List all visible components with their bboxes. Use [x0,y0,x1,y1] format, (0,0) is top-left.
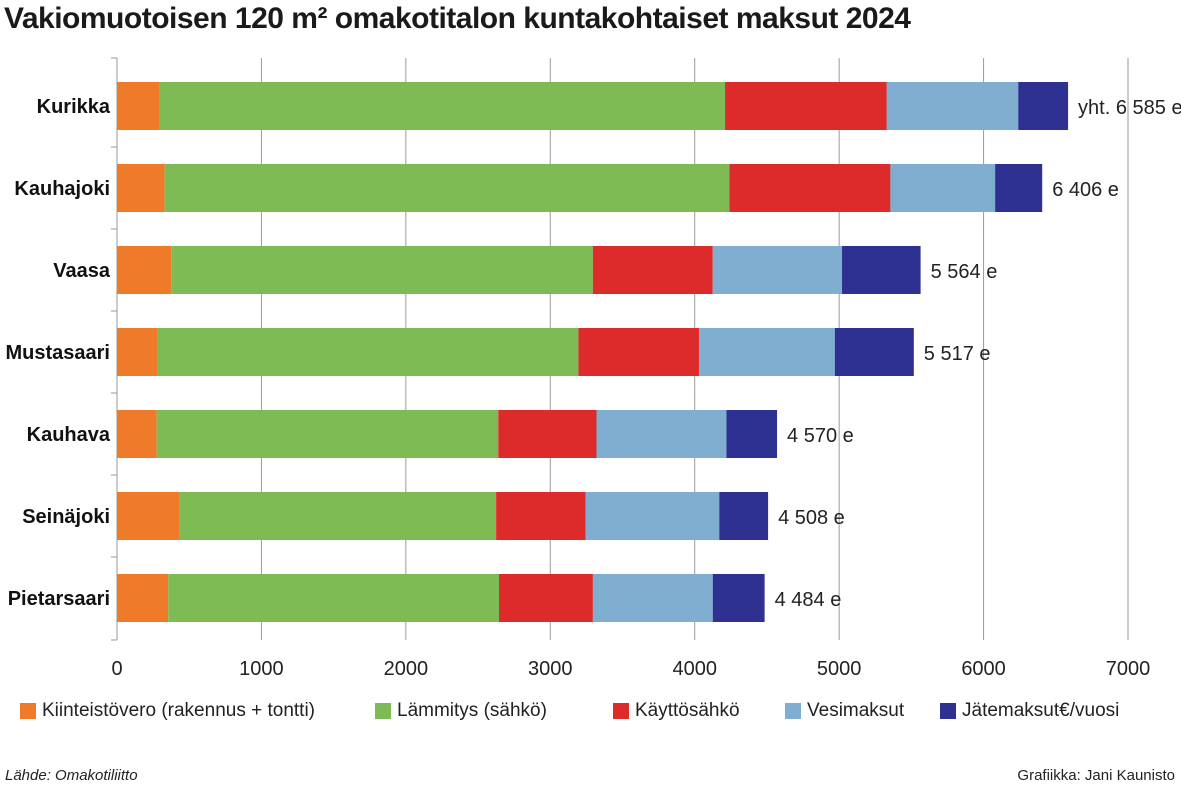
x-tick-label: 7000 [1106,658,1151,680]
category-label: Pietarsaari [8,588,110,610]
legend-label: Käyttösähkö [635,700,740,721]
bar-segment [592,574,713,622]
x-tick-label: 2000 [384,658,429,680]
graphics-credit: Grafiikka: Jani Kaunisto [1017,767,1175,784]
x-tick-label: 1000 [239,658,284,680]
bar-segment [1018,82,1069,130]
bar-segment [995,164,1043,212]
legend-swatch [20,703,36,719]
total-label: 4 484 e [775,589,842,611]
x-tick-label: 0 [111,658,122,680]
chart-title: Vakiomuotoisen 120 m² omakotitalon kunta… [4,2,911,35]
bar-segment [729,164,891,212]
category-label: Kauhava [27,424,111,446]
legend-item: Kiinteistövero (rakennus + tontti) [20,700,375,722]
bar-segment [179,492,497,540]
bar-segment [719,492,769,540]
bar-segment [585,492,720,540]
bar-segment [725,82,887,130]
total-label: 4 570 e [787,425,854,447]
total-label: 5 564 e [931,261,998,283]
bar-segment [712,574,765,622]
bar-segment [699,328,835,376]
bar-segment [117,574,169,622]
legend-label: Vesimaksut [807,700,905,721]
bar-segment [117,246,172,294]
legend-item: Käyttösähkö [613,700,785,722]
legend-swatch [785,703,801,719]
category-label: Vaasa [53,260,111,282]
category-label: Seinäjoki [22,506,110,528]
bar-segment [592,246,713,294]
legend-label: Jätemaksut€/vuosi [962,700,1120,721]
bar-segment [712,246,843,294]
legend-label: Kiinteistövero (rakennus + tontti) [42,700,315,721]
bar-segment [117,164,165,212]
bar-segment [890,164,996,212]
source-note: Lähde: Omakotiliitto [5,767,138,784]
legend-swatch [613,703,629,719]
bar-segment [498,410,597,458]
bar-segment [117,82,160,130]
bar-segment [834,328,914,376]
bar-segment [164,164,730,212]
total-label: 6 406 e [1052,179,1119,201]
category-label: Mustasaari [6,342,111,364]
legend-item: Jätemaksut€/vuosi [940,700,1160,722]
category-label: Kauhajoki [14,178,110,200]
x-tick-label: 4000 [672,658,717,680]
legend-swatch [375,703,391,719]
bar-segment [168,574,500,622]
legend: Kiinteistövero (rakennus + tontti) Lämmit… [20,700,1160,722]
bar-segment [726,410,778,458]
stacked-bar-chart: 0 1000 2000 3000 4000 5000 6000 7000 Kurikka yht.… [6,57,1181,680]
bar-segment [496,492,586,540]
bar-segment [596,410,727,458]
bar-segment [171,246,593,294]
legend-swatch [940,703,956,719]
bar-segment [117,492,180,540]
bar-segment [117,410,157,458]
bar-segment [886,82,1019,130]
bar-segment [117,328,158,376]
bar-segment [842,246,921,294]
legend-label: Lämmitys (sähkö) [397,700,547,721]
x-tick-label: 3000 [528,658,573,680]
total-label: 4 508 e [778,507,845,529]
bar-segment [157,328,579,376]
bar-segment [499,574,593,622]
bar-segment [159,82,726,130]
total-label: 5 517 e [924,343,991,365]
category-label: Kurikka [37,96,111,118]
total-label: yht. 6 585 e [1078,97,1181,119]
bar-segment [578,328,700,376]
bar-segment [156,410,499,458]
x-tick-label: 5000 [817,658,862,680]
legend-item: Lämmitys (sähkö) [375,700,613,722]
legend-item: Vesimaksut [785,700,940,722]
x-tick-label: 6000 [961,658,1006,680]
